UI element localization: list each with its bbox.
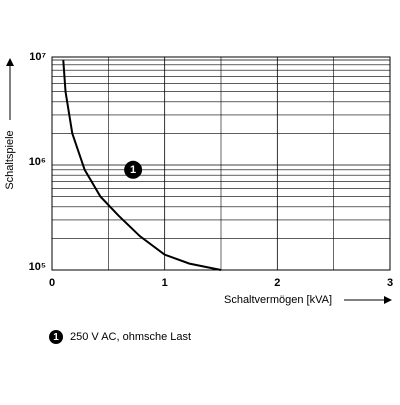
x-tick-label: 3 xyxy=(387,277,393,289)
annotation-label: 1 xyxy=(130,164,136,176)
x-tick-label: 0 xyxy=(49,277,55,289)
x-axis-arrowhead xyxy=(384,296,392,304)
curve xyxy=(62,59,222,271)
legend-marker xyxy=(49,330,63,344)
y-tick-label: 10⁵ xyxy=(29,261,46,273)
y-tick-label: 10⁷ xyxy=(29,51,46,63)
annotation-marker xyxy=(124,160,143,179)
legend-label: 250 V AC, ohmsche Last xyxy=(70,331,191,343)
y-tick-label: 10⁶ xyxy=(29,156,46,168)
x-axis-label: Schaltvermögen [kVA] xyxy=(224,294,332,306)
y-axis-label: Schaltspiele xyxy=(4,130,16,189)
y-axis-arrowhead xyxy=(6,58,14,66)
x-tick-label: 2 xyxy=(274,277,280,289)
x-tick-label: 1 xyxy=(162,277,168,289)
legend-marker-label: 1 xyxy=(53,332,59,343)
